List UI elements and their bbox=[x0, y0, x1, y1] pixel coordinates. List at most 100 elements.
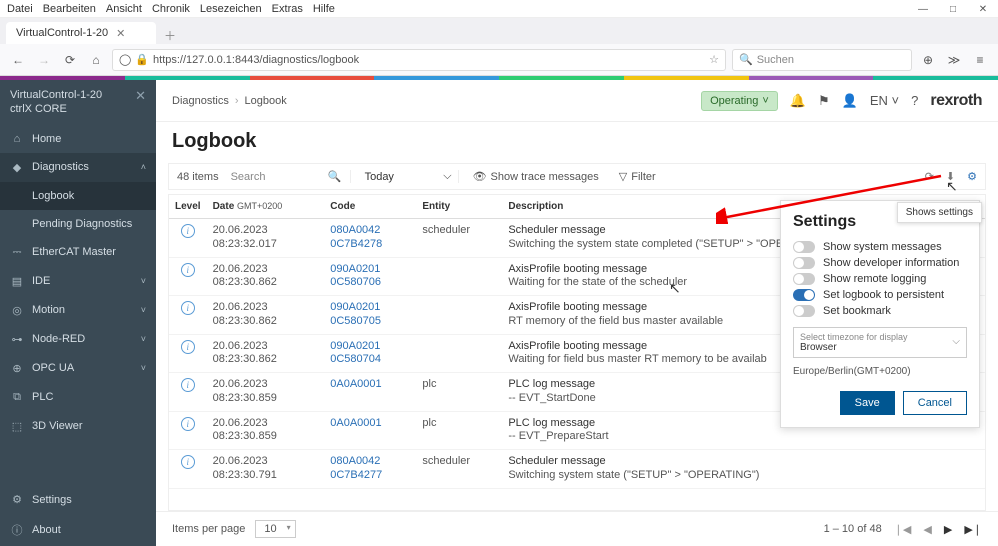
browser-search[interactable]: 🔍 Suchen bbox=[732, 49, 912, 71]
code-link[interactable]: 0C580705 bbox=[330, 315, 410, 329]
cancel-button[interactable]: Cancel bbox=[903, 391, 967, 415]
sidebar-item[interactable]: Pending Diagnostics bbox=[0, 210, 156, 238]
toggle-switch[interactable] bbox=[793, 289, 815, 301]
menu-item[interactable]: Lesezeichen bbox=[200, 3, 262, 15]
timezone-resolved: Europe/Berlin(GMT+0200) bbox=[793, 366, 967, 377]
toggle-switch[interactable] bbox=[793, 305, 815, 317]
per-page-selector[interactable]: 10 bbox=[255, 520, 295, 538]
win-max[interactable]: □ bbox=[938, 0, 968, 18]
next-page-button[interactable]: ▶ bbox=[944, 523, 952, 536]
main-content: Diagnostics › Logbook Operating ˅ 🔔 ⚑ 👤 … bbox=[156, 80, 998, 546]
settings-option[interactable]: Set bookmark bbox=[793, 303, 967, 319]
bell-icon[interactable]: 🔔 bbox=[790, 93, 806, 109]
reload-button[interactable]: ⟳ bbox=[60, 50, 80, 70]
menu-item[interactable]: Bearbeiten bbox=[43, 3, 96, 15]
breadcrumb-item[interactable]: Diagnostics bbox=[172, 95, 229, 107]
flag-icon[interactable]: ⚑ bbox=[818, 93, 830, 109]
sidebar-item[interactable]: ⊕OPC UA˅ bbox=[0, 354, 156, 383]
sidebar-item-label: EtherCAT Master bbox=[32, 246, 116, 258]
prev-page-button: ◀ bbox=[923, 523, 931, 536]
info-icon: i bbox=[181, 417, 195, 431]
back-button[interactable]: ← bbox=[8, 50, 28, 70]
info-icon: i bbox=[181, 301, 195, 315]
sidebar-item[interactable]: ⊶Node-RED˅ bbox=[0, 325, 156, 354]
search-label: Search bbox=[231, 171, 266, 183]
sidebar-icon: ⊶ bbox=[10, 333, 24, 346]
refresh-icon[interactable]: ⟳ bbox=[925, 170, 934, 183]
sidebar-item-label: Diagnostics bbox=[32, 161, 89, 173]
sidebar-item[interactable]: ⎓EtherCAT Master bbox=[0, 238, 156, 267]
info-icon: i bbox=[181, 455, 195, 469]
first-page-button: ❘◀ bbox=[894, 523, 912, 536]
code-link[interactable]: 080A0042 bbox=[330, 224, 410, 238]
sidebar-item[interactable]: ▤IDE˅ bbox=[0, 267, 156, 296]
user-icon[interactable]: 👤 bbox=[842, 93, 858, 109]
url-field[interactable]: ◯ 🔒 https://127.0.0.1:8443/diagnostics/l… bbox=[112, 49, 726, 71]
sidebar-item-label: PLC bbox=[32, 391, 53, 403]
bookmark-icon[interactable]: ☆ bbox=[709, 53, 719, 66]
menu-item[interactable]: Datei bbox=[7, 3, 33, 15]
code-link[interactable]: 0C7B4277 bbox=[330, 469, 410, 483]
close-icon[interactable]: ✕ bbox=[116, 27, 125, 40]
win-min[interactable]: — bbox=[908, 0, 938, 18]
code-link[interactable]: 0C580706 bbox=[330, 276, 410, 290]
overflow-icon[interactable]: ≫ bbox=[944, 50, 964, 70]
filter-button[interactable]: ▽ Filter bbox=[613, 170, 662, 183]
sidebar-item[interactable]: ⧉PLC bbox=[0, 383, 156, 412]
settings-icon[interactable]: ⚙ bbox=[967, 170, 977, 183]
search-icon: 🔍 bbox=[328, 170, 342, 183]
info-icon: i bbox=[181, 263, 195, 277]
save-button[interactable]: Save bbox=[840, 391, 895, 415]
timezone-selector[interactable]: Select timezone for display Browser bbox=[793, 327, 967, 358]
downloads-icon[interactable]: ⊕ bbox=[918, 50, 938, 70]
toggle-switch[interactable] bbox=[793, 241, 815, 253]
language-selector[interactable]: EN ˅ bbox=[870, 93, 899, 108]
settings-option[interactable]: Show developer information bbox=[793, 255, 967, 271]
table-row[interactable]: i 20.06.202308:23:30.791 080A00420C7B427… bbox=[169, 450, 985, 489]
code-link[interactable]: 0A0A0001 bbox=[330, 417, 410, 431]
sidebar-item[interactable]: ⚙Settings bbox=[0, 485, 156, 514]
settings-option[interactable]: Show remote logging bbox=[793, 271, 967, 287]
eye-icon: 👁 bbox=[473, 170, 487, 183]
filter-label: Filter bbox=[631, 171, 655, 183]
sidebar-icon: ⌂ bbox=[10, 133, 24, 145]
code-link[interactable]: 090A0201 bbox=[330, 340, 410, 354]
code-link[interactable]: 0C580704 bbox=[330, 353, 410, 367]
sidebar-item[interactable]: ◆Diagnostics˄ bbox=[0, 153, 156, 182]
settings-option[interactable]: Show system messages bbox=[793, 239, 967, 255]
menu-item[interactable]: Chronik bbox=[152, 3, 190, 15]
sidebar-item[interactable]: ◎Motion˅ bbox=[0, 296, 156, 325]
status-badge[interactable]: Operating ˅ bbox=[701, 91, 778, 111]
help-icon[interactable]: ? bbox=[911, 93, 918, 108]
code-link[interactable]: 0A0A0001 bbox=[330, 378, 410, 392]
sidebar-item-label: About bbox=[32, 524, 61, 536]
code-link[interactable]: 090A0201 bbox=[330, 263, 410, 277]
last-page-button[interactable]: ▶❘ bbox=[964, 523, 982, 536]
search-input[interactable]: Search 🔍 bbox=[231, 170, 351, 183]
sidebar-item[interactable]: ⌂Home bbox=[0, 125, 156, 153]
per-page-label: Items per page bbox=[172, 523, 245, 535]
close-icon[interactable]: ✕ bbox=[135, 88, 146, 105]
toggle-switch[interactable] bbox=[793, 257, 815, 269]
menu-item[interactable]: Extras bbox=[272, 3, 303, 15]
code-link[interactable]: 0C7B4278 bbox=[330, 238, 410, 252]
menu-item[interactable]: Hilfe bbox=[313, 3, 335, 15]
sidebar-item[interactable]: ⬚3D Viewer bbox=[0, 412, 156, 441]
new-tab-button[interactable]: ＋ bbox=[156, 27, 184, 44]
breadcrumb: Diagnostics › Logbook bbox=[172, 95, 287, 107]
settings-option[interactable]: Set logbook to persistent bbox=[793, 287, 967, 303]
win-close[interactable]: ✕ bbox=[968, 0, 998, 18]
sidebar-item[interactable]: ⓘAbout bbox=[0, 514, 156, 546]
date-range-selector[interactable]: Today ⌵ bbox=[359, 170, 459, 183]
code-link[interactable]: 090A0201 bbox=[330, 301, 410, 315]
sidebar-item[interactable]: Logbook bbox=[0, 182, 156, 210]
sidebar-icon: ▤ bbox=[10, 275, 24, 288]
menu-item[interactable]: Ansicht bbox=[106, 3, 142, 15]
show-trace-button[interactable]: 👁 Show trace messages bbox=[467, 170, 605, 183]
toggle-switch[interactable] bbox=[793, 273, 815, 285]
menu-icon[interactable]: ≡ bbox=[970, 50, 990, 70]
item-count: 48 items bbox=[177, 171, 223, 183]
code-link[interactable]: 080A0042 bbox=[330, 455, 410, 469]
home-button[interactable]: ⌂ bbox=[86, 50, 106, 70]
browser-tab[interactable]: VirtualControl-1-20 ✕ bbox=[6, 22, 156, 44]
